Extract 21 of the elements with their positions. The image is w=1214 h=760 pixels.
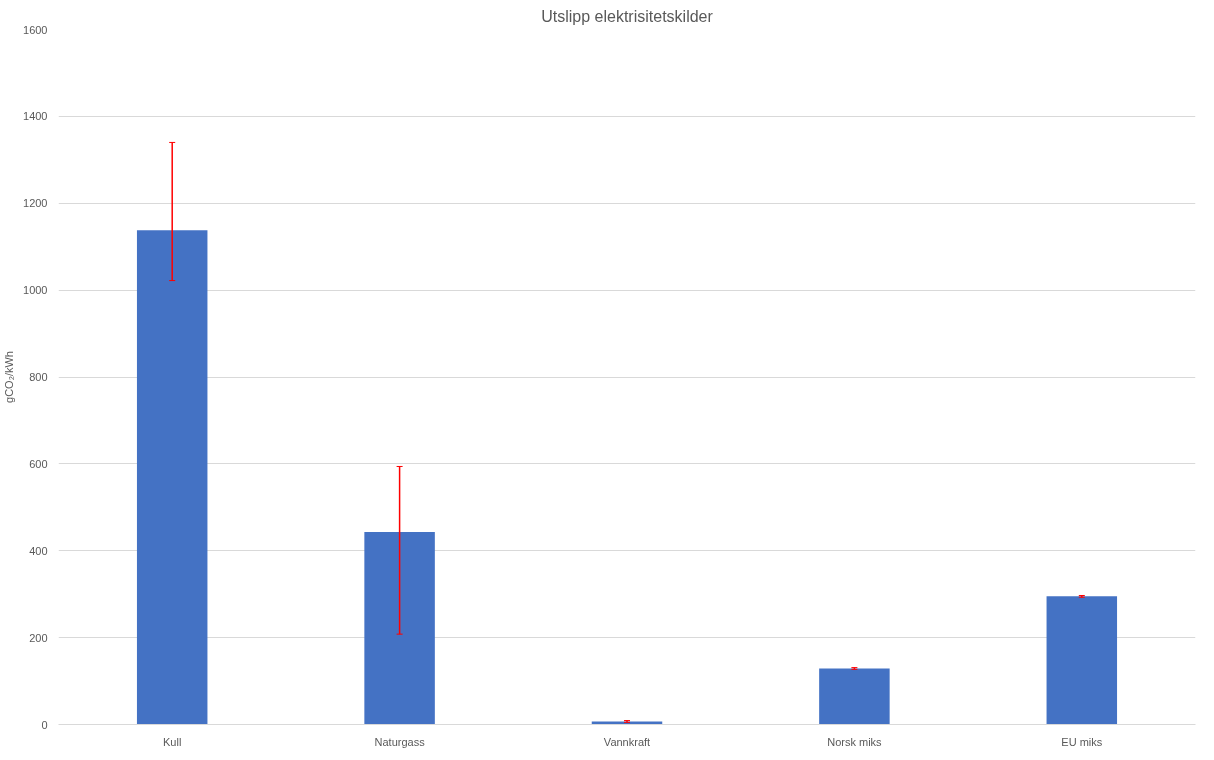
bar bbox=[364, 532, 435, 725]
bar bbox=[1046, 596, 1118, 725]
bar bbox=[136, 230, 208, 725]
y-tick-label: 1400 bbox=[23, 110, 48, 123]
x-tick-label: Naturgass bbox=[374, 735, 426, 748]
y-tick-label: 1200 bbox=[23, 197, 48, 210]
y-tick-label: 400 bbox=[29, 544, 48, 557]
x-tick-label: Vannkraft bbox=[603, 735, 651, 748]
x-tick-label: Kull bbox=[163, 735, 182, 748]
bar bbox=[819, 668, 890, 725]
x-tick-label: EU miks bbox=[1061, 735, 1103, 748]
y-tick-label: 1000 bbox=[23, 284, 48, 297]
y-tick-label: 600 bbox=[29, 457, 48, 470]
chart-title: Utslipp elektrisitetskilder bbox=[541, 7, 714, 25]
bar bbox=[591, 721, 663, 725]
x-tick-label: Norsk miks bbox=[827, 735, 883, 748]
y-tick-label: 800 bbox=[29, 371, 48, 383]
y-axis-title: gCO₂/kWh bbox=[3, 351, 16, 403]
y-tick-label: 1600 bbox=[23, 23, 48, 36]
y-tick-label: 0 bbox=[41, 718, 48, 731]
y-tick-label: 200 bbox=[29, 631, 48, 644]
